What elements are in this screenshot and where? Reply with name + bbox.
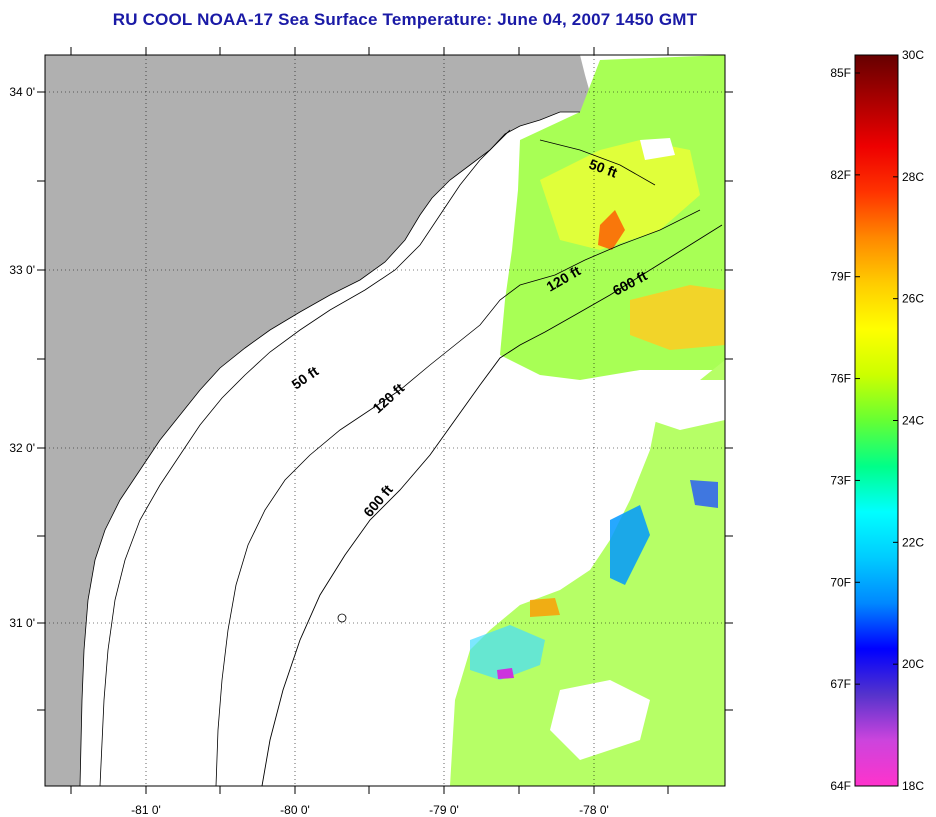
isobath-600ft (261, 224, 723, 786)
isobath-120ft (215, 209, 701, 786)
sst-swath-south (450, 360, 725, 786)
map-content: 50 ft 120 ft 600 ft 50 ft 120 ft 600 ft (45, 55, 725, 786)
lon-label-81: -81 0' (131, 803, 161, 817)
sst-warm-spot-1 (598, 210, 625, 250)
sst-swath-warm-east (630, 285, 725, 350)
colorbar-f-label: 79F (830, 270, 851, 284)
colorbar-ticks (855, 54, 898, 787)
colorbar-c-label: 28C (902, 170, 924, 184)
colorbar-fahrenheit-labels: 85F 82F 79F 76F 73F 70F 67F 64F (830, 66, 851, 793)
frame-ticks (37, 47, 733, 794)
colorbar (854, 54, 899, 787)
land-area (45, 55, 592, 786)
lon-label-79: -79 0' (429, 803, 459, 817)
sst-magenta-spot (497, 668, 514, 679)
sst-swath-yellow-band (540, 140, 700, 250)
colorbar-f-label: 67F (830, 677, 851, 691)
colorbar-celsius-labels: 30C 28C 26C 24C 22C 20C 18C (902, 48, 924, 793)
isobath-600ft-islet (337, 613, 347, 623)
colorbar-f-label: 64F (830, 779, 851, 793)
cloud-gap-2 (550, 680, 650, 760)
colorbar-f-label: 73F (830, 473, 851, 487)
colorbar-f-label: 70F (830, 575, 851, 589)
lat-label-32: 32 0' (9, 441, 35, 455)
lat-label-34: 34 0' (9, 85, 35, 99)
sst-cold-patch-2 (690, 480, 718, 508)
isobath-50ft (99, 129, 656, 786)
graticule (45, 55, 725, 786)
cloud-gap-3 (640, 138, 675, 160)
colorbar-c-label: 22C (902, 535, 924, 549)
colorbar-c-label: 20C (902, 657, 924, 671)
sst-orange-spot-2 (530, 598, 560, 617)
colorbar-c-label: 26C (902, 292, 924, 306)
lat-label-33: 33 0' (9, 263, 35, 277)
sst-cold-patch-1 (610, 505, 650, 585)
colorbar-f-label: 82F (830, 168, 851, 182)
colorbar-f-label: 76F (830, 372, 851, 386)
lat-label-31: 31 0' (9, 616, 35, 630)
cloud-gap-1 (640, 380, 725, 430)
colorbar-f-label: 85F (830, 66, 851, 80)
lon-label-78: -78 0' (579, 803, 609, 817)
map-frame (44, 54, 726, 787)
colorbar-c-label: 30C (902, 48, 924, 62)
lon-label-80: -80 0' (280, 803, 310, 817)
colorbar-c-label: 18C (902, 779, 924, 793)
sst-mixed-south (470, 625, 545, 680)
map-title: RU COOL NOAA-17 Sea Surface Temperature:… (112, 10, 698, 29)
colorbar-c-label: 24C (902, 414, 924, 428)
